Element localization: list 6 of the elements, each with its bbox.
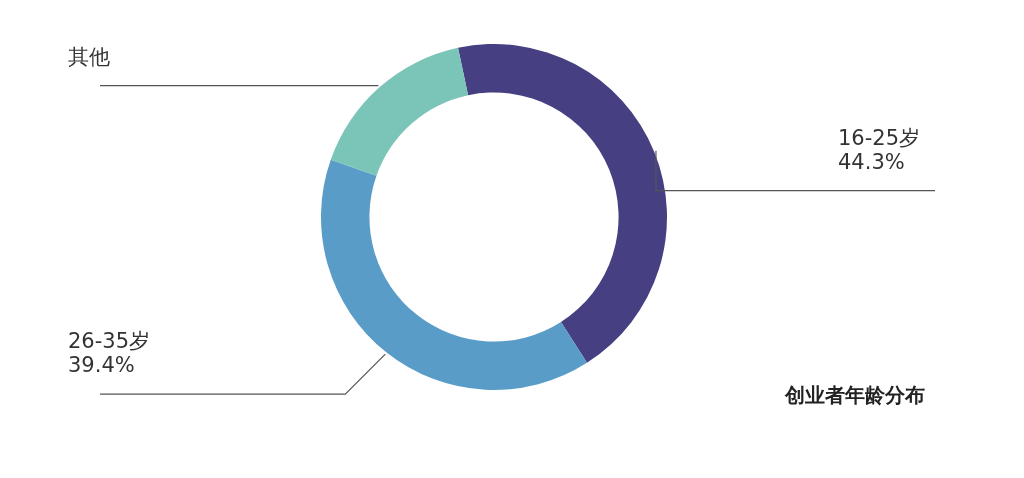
data-label: 39.4%: [68, 353, 135, 378]
slice-label: 16-25岁: [838, 125, 921, 150]
slice-label: 其他: [68, 44, 110, 69]
slice-label: 26-35岁: [68, 329, 151, 354]
text: 创业者年龄分布: [784, 383, 925, 407]
data-label: 44.3%: [838, 149, 905, 174]
